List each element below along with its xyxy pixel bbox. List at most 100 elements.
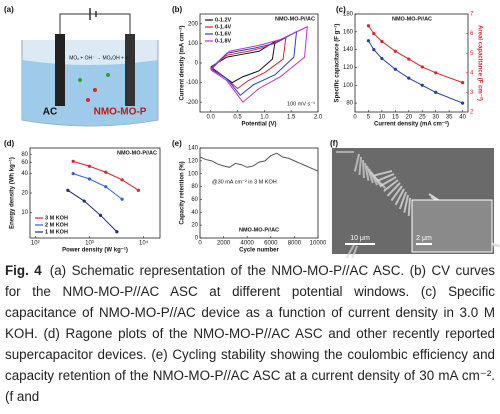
legend-label: 2 M KOH [45, 222, 68, 228]
y-tick-label: 100 [188, 41, 199, 47]
nanorod [374, 170, 393, 177]
legend-label: 0-1.6V [215, 31, 232, 37]
caption-label: Fig. 4 [5, 263, 42, 278]
marker [71, 172, 75, 176]
marker [87, 164, 92, 168]
y-tick-label: 120 [188, 158, 199, 164]
nanorod [364, 162, 370, 181]
ion [93, 88, 97, 92]
x-tick-label: 10 [379, 115, 386, 121]
panel-label: (f) [330, 139, 338, 148]
series-line [368, 40, 463, 104]
y-axis-label: Capacity retention (%) [180, 161, 186, 224]
x-tick-label: 20 [405, 115, 412, 121]
nanorod [407, 197, 411, 217]
x-axis-label: Power density (W kg⁻¹) [62, 247, 128, 254]
x-tick-label: 0 [353, 115, 357, 121]
marker [434, 71, 438, 75]
scale-label: 2 μm [416, 235, 432, 242]
nanorod [362, 159, 365, 179]
nanorod [398, 191, 407, 210]
chart-title: NMO-MO-P//AC [117, 150, 157, 156]
y2-tick-label: 2 [470, 110, 474, 116]
y-axis-label: Specific capacitance (F g⁻¹) [334, 24, 341, 103]
marker [420, 65, 424, 69]
electrode-label: AC [43, 107, 57, 118]
marker [71, 159, 75, 163]
y-tick-label: 200 [188, 21, 199, 27]
y-axis-label: Energy density (Wh kg⁻¹) [9, 157, 16, 229]
series-line [72, 173, 123, 200]
legend-label: 0-1.4V [215, 24, 232, 30]
electrode-label: NMO-MO-P [94, 107, 147, 118]
x-tick-label: 10³ [85, 241, 94, 247]
nanorod [379, 176, 397, 187]
y2-tick-label: 3 [470, 90, 474, 96]
y-tick-label: 160 [343, 29, 354, 35]
y-tick-label: 60 [21, 160, 28, 166]
x-tick-label: 4000 [241, 241, 255, 247]
electrode [55, 34, 65, 106]
y-axis-label: Current density (mA cm⁻²) [179, 26, 186, 101]
marker [372, 48, 376, 52]
x-axis-label: Current density (mA cm⁻²) [374, 121, 449, 128]
y-tick-label: 0 [195, 236, 199, 242]
marker [407, 76, 411, 80]
marker [461, 81, 465, 85]
legend-label: 1 M KOH [45, 229, 68, 235]
marker [380, 56, 384, 61]
y-tick-label: 20 [191, 223, 198, 229]
nanorod [394, 188, 405, 206]
y-tick-label: 140 [343, 47, 354, 53]
ion [106, 73, 110, 77]
x-tick-label: 10² [31, 241, 40, 247]
legend-label: 0-1.8V [215, 38, 232, 44]
y-tick-label: -200 [186, 100, 199, 106]
series-line [210, 25, 308, 103]
y-tick-label: 80 [21, 152, 28, 158]
panel-label: (c) [336, 5, 346, 14]
nanorod [345, 242, 356, 258]
x-tick-label: 35 [446, 115, 453, 121]
y-tick-label: 120 [343, 65, 354, 71]
series-line [210, 36, 287, 90]
panel-label: (b) [172, 5, 183, 14]
wire [59, 13, 131, 38]
y-tick-label: 180 [343, 12, 354, 18]
nanorod [353, 153, 360, 172]
marker [104, 185, 108, 189]
marker [366, 39, 371, 43]
x-tick-label: 10000 [310, 241, 327, 247]
x-axis-label: Cycle number [239, 248, 279, 254]
nanorod [390, 185, 403, 202]
y-tick-label: 10 [21, 210, 28, 216]
y-tick-label: 100 [343, 83, 354, 89]
marker [393, 67, 397, 71]
caption-text: (a) Schematic representation of the NMO-… [5, 263, 495, 404]
marker [115, 230, 119, 234]
marker [104, 170, 108, 174]
x-axis-label: Potential (V) [241, 122, 276, 128]
y2-tick-label: 5 [470, 51, 474, 57]
x-tick-label: 10⁴ [139, 240, 149, 247]
y-tick-label: 80 [191, 184, 198, 190]
y-tick-label: 40 [21, 171, 28, 177]
ion [78, 78, 82, 82]
x-tick-label: 25 [419, 115, 426, 121]
y-tick-label: 40 [191, 210, 198, 216]
caption: Fig. 4 (a) Schematic representation of th… [5, 260, 495, 407]
marker [98, 213, 103, 217]
series-line [368, 25, 463, 84]
nanorod [386, 182, 401, 197]
marker [434, 90, 438, 94]
x-tick-label: 0.0 [207, 115, 216, 121]
marker [366, 24, 371, 28]
marker [372, 31, 376, 36]
y-tick-label: 0 [195, 61, 199, 67]
marker [120, 197, 124, 201]
y2-tick-label: 4 [470, 70, 474, 76]
panel-a: (a) AC NMO-MO-P MOₓ + OH⁻ → MOₓOH + e⁻ [4, 5, 159, 127]
x-tick-label: 2.0 [314, 115, 323, 121]
chart-title: NMO-MO-P//AC [275, 16, 315, 22]
